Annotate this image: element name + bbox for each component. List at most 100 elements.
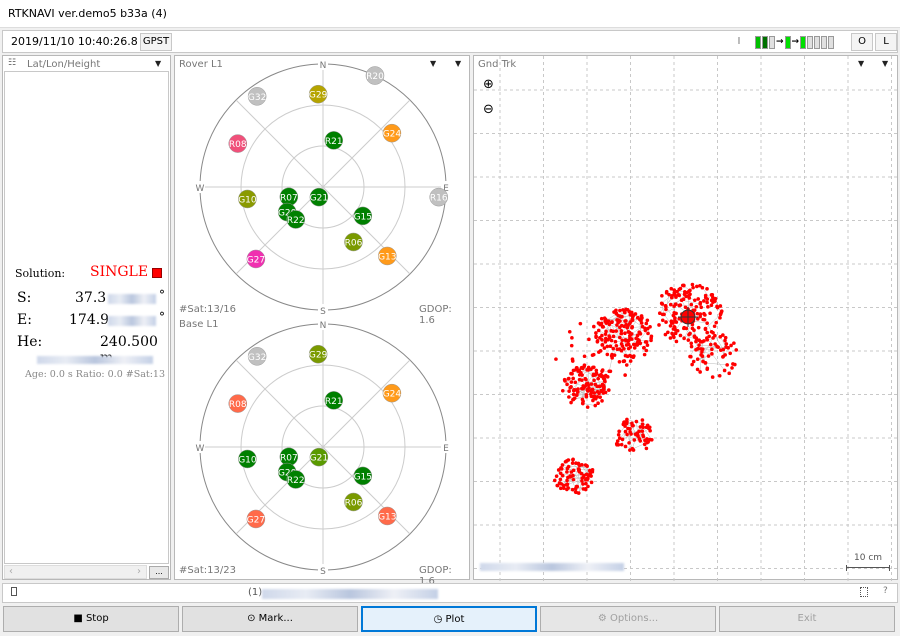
zoom-in-icon[interactable]: ⊕ [483, 77, 494, 92]
track-point [694, 339, 698, 344]
track-segment [642, 427, 652, 440]
track-point [687, 293, 691, 298]
exit-button[interactable]: Exit [719, 606, 895, 632]
base-gdop: GDOP: 1.6 [419, 565, 452, 587]
mark-button[interactable]: ⊙ Mark... [182, 606, 358, 632]
track-point [705, 366, 710, 371]
track-point [619, 331, 624, 336]
satellite-label: G29 [309, 91, 328, 101]
track-point [646, 440, 650, 444]
track-point [682, 336, 686, 341]
track-point [664, 304, 668, 309]
status-indicator-icon [152, 268, 162, 278]
track-point [569, 343, 574, 348]
track-type-dropdown-icon[interactable]: ▼ [858, 59, 865, 68]
track-point [573, 486, 578, 491]
track-point [609, 329, 614, 333]
track-point [572, 396, 577, 400]
satellite-label: G32 [248, 93, 266, 103]
input-stream-button[interactable]: I [728, 33, 750, 51]
track-point [624, 339, 629, 343]
exit-label: Exit [797, 613, 817, 624]
track-point [694, 304, 699, 309]
track-point [607, 388, 611, 392]
track-point [565, 382, 569, 387]
track-point [558, 477, 563, 482]
panel-toggle-icon[interactable] [860, 587, 868, 597]
track-freq-dropdown-icon[interactable]: ▼ [882, 59, 889, 68]
track-point [554, 474, 559, 478]
track-point [696, 325, 701, 330]
track-point [712, 324, 717, 329]
track-point [610, 356, 614, 360]
track-segment [582, 403, 596, 406]
track-point [673, 328, 678, 332]
format-dropdown-icon[interactable]: ▼ [155, 59, 162, 68]
satellite-marker [429, 187, 448, 207]
plot-button[interactable]: ◷ Plot [361, 606, 537, 632]
horizontal-scrollbar[interactable]: ‹ › [4, 565, 147, 579]
track-point [635, 433, 640, 437]
track-segment [702, 287, 712, 301]
stream-led [821, 35, 828, 49]
track-segment [681, 299, 701, 305]
stream-status-indicator[interactable]: → → [755, 35, 835, 49]
track-point [634, 419, 639, 424]
help-button[interactable]: ? [883, 586, 888, 596]
options-label: Options... [610, 613, 659, 624]
scroll-left-icon[interactable]: ‹ [9, 566, 13, 577]
track-point [683, 305, 688, 310]
track-point [600, 368, 605, 372]
more-button[interactable]: ... [149, 566, 169, 579]
lat-value: 37.3 [75, 290, 107, 306]
track-point [592, 365, 596, 370]
satellite-label: R21 [325, 137, 343, 147]
track-point [623, 353, 628, 358]
track-point [724, 345, 728, 349]
track-segment [699, 354, 702, 372]
track-point [732, 341, 736, 345]
compass-label: E [443, 444, 449, 454]
options-button[interactable]: ⚙ Options... [540, 606, 716, 632]
time-system-button[interactable]: GPST [140, 33, 172, 51]
log-stream-button[interactable]: L [875, 33, 897, 51]
track-point [660, 318, 665, 323]
satellite-label: R22 [287, 216, 305, 226]
track-point [669, 295, 674, 300]
satellite-label: G27 [247, 515, 265, 525]
track-point [671, 333, 676, 338]
track-point [589, 480, 594, 485]
rover-freq-dropdown-icon[interactable]: ▼ [455, 59, 462, 68]
track-point [711, 330, 715, 335]
status-prefix: (1) [248, 587, 263, 598]
track-point [668, 324, 673, 328]
rover-type-dropdown-icon[interactable]: ▼ [430, 59, 437, 68]
track-point [711, 295, 715, 300]
satellite-marker [309, 187, 329, 207]
track-segment [567, 468, 583, 482]
track-point [648, 325, 652, 329]
track-point [589, 367, 593, 372]
stop-button[interactable]: ■ Stop [3, 606, 179, 632]
track-point [621, 308, 625, 312]
scroll-right-icon[interactable]: › [137, 566, 141, 577]
track-point [642, 345, 646, 350]
time-display: 2019/11/10 10:40:26.8 [11, 35, 138, 48]
track-point [580, 397, 585, 402]
track-point [617, 436, 622, 440]
satellite-label: R20 [366, 72, 384, 82]
track-point [560, 389, 565, 393]
zoom-out-icon[interactable]: ⊖ [483, 102, 494, 117]
track-point [642, 352, 647, 357]
track-point [705, 300, 709, 305]
track-point [573, 380, 578, 385]
output-stream-button[interactable]: O [851, 33, 873, 51]
track-point [607, 322, 612, 327]
track-point [593, 396, 598, 401]
ground-track-canvas[interactable] [474, 56, 899, 581]
track-point [607, 369, 611, 374]
track-point [600, 343, 605, 347]
compass-label: W [196, 444, 205, 454]
track-point [561, 486, 566, 491]
